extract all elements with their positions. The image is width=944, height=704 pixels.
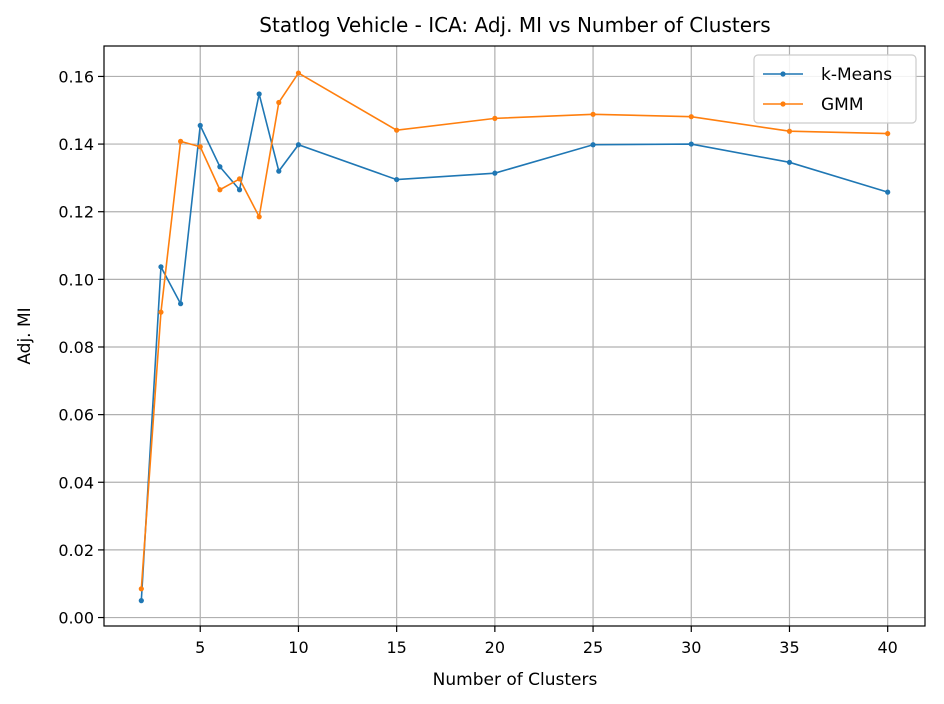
y-tick-label: 0.00 bbox=[58, 609, 94, 628]
data-point-k-means bbox=[256, 91, 262, 97]
data-point-k-means bbox=[158, 264, 164, 270]
data-point-k-means bbox=[236, 187, 243, 193]
y-tick-label: 0.16 bbox=[58, 67, 94, 86]
data-point-k-means bbox=[217, 164, 223, 170]
legend-marker-k-means bbox=[780, 71, 786, 77]
y-tick-label: 0.04 bbox=[58, 473, 94, 492]
x-tick-label: 5 bbox=[195, 638, 205, 657]
y-axis-label: Adj. MI bbox=[15, 307, 35, 364]
plot-frame bbox=[103, 45, 926, 627]
legend: k-Means GMM bbox=[753, 54, 917, 124]
x-tick-label: 25 bbox=[583, 638, 603, 657]
legend-box bbox=[753, 54, 917, 124]
y-axis: 0.00 0.02 0.04 0.06 0.08 0.10 0.12 0.14 0.16 bbox=[58, 67, 104, 628]
data-point-gmm bbox=[158, 309, 164, 315]
y-tick-label: 0.10 bbox=[58, 270, 94, 289]
data-point-gmm bbox=[885, 130, 891, 137]
data-point-gmm bbox=[256, 214, 262, 220]
x-tick-label: 20 bbox=[485, 638, 505, 657]
legend-label-k-means: k-Means bbox=[821, 65, 892, 85]
data-point-gmm bbox=[197, 144, 203, 150]
y-tick-label: 0.02 bbox=[58, 541, 94, 560]
data-point-k-means bbox=[885, 189, 891, 195]
data-point-k-means bbox=[138, 598, 144, 604]
y-tick-label: 0.08 bbox=[58, 338, 94, 357]
data-point-gmm bbox=[236, 176, 243, 182]
data-point-gmm bbox=[217, 187, 223, 193]
data-point-k-means bbox=[295, 142, 302, 148]
data-point-gmm bbox=[178, 138, 184, 144]
data-point-gmm bbox=[138, 586, 144, 592]
data-point-gmm bbox=[276, 99, 282, 106]
data-point-k-means bbox=[688, 141, 694, 147]
x-tick-label: 30 bbox=[681, 638, 701, 657]
series-line-gmm bbox=[140, 71, 888, 589]
x-tick-label: 10 bbox=[288, 638, 308, 657]
grid-lines bbox=[104, 46, 925, 626]
x-axis-label: Number of Clusters bbox=[433, 670, 598, 690]
legend-label-gmm: GMM bbox=[821, 95, 864, 115]
chart-title: Statlog Vehicle - ICA: Adj. MI vs Number… bbox=[259, 13, 770, 37]
data-point-gmm bbox=[394, 127, 400, 133]
y-tick-label: 0.06 bbox=[58, 406, 94, 425]
data-point-k-means bbox=[590, 142, 596, 148]
y-tick-label: 0.12 bbox=[58, 203, 94, 222]
data-point-k-means bbox=[197, 122, 203, 129]
x-tick-label: 40 bbox=[878, 638, 898, 657]
data-point-k-means bbox=[178, 301, 184, 307]
data-point-gmm bbox=[295, 70, 302, 76]
data-point-k-means bbox=[276, 168, 282, 174]
data-point-gmm bbox=[688, 114, 694, 120]
data-point-k-means bbox=[394, 176, 400, 183]
legend-marker-gmm bbox=[780, 101, 786, 107]
data-point-gmm bbox=[786, 128, 793, 134]
data-point-gmm bbox=[492, 115, 498, 121]
y-tick-label: 0.14 bbox=[58, 135, 94, 154]
series-layer bbox=[138, 70, 891, 604]
data-point-gmm bbox=[590, 111, 596, 117]
x-tick-label: 15 bbox=[386, 638, 406, 657]
x-tick-label: 35 bbox=[779, 638, 799, 657]
x-axis: 5 10 15 20 25 30 35 40 bbox=[195, 626, 898, 657]
data-point-k-means bbox=[786, 159, 793, 165]
data-point-k-means bbox=[492, 170, 498, 176]
